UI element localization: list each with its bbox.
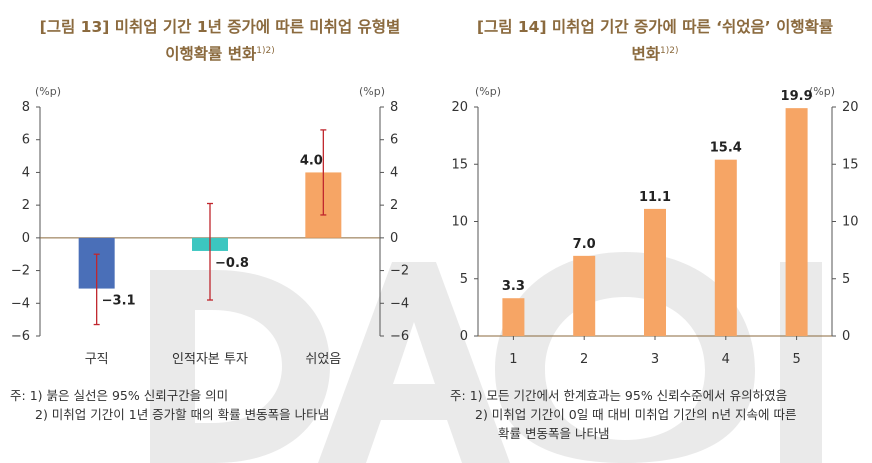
y-tick-label-left: 20 [451, 100, 468, 115]
data-label: −3.1 [102, 294, 136, 309]
y-tick-label-left: 8 [22, 100, 30, 115]
bar [502, 298, 525, 336]
y-tick-label-left: 0 [460, 329, 468, 344]
chart-13-note-1: 1) 붉은 실선은 95% 신뢰구간을 의미 [29, 388, 229, 403]
chart-14-note-1: 1) 모든 기간에서 한계효과는 95% 신뢰수준에서 유의하였음 [469, 388, 788, 403]
chart-14-title: [그림 14] 미취업 기간 증가에 따른 ‘쉬었음’ 이행확률 변화1)2) [445, 15, 865, 66]
data-label: 3.3 [502, 279, 525, 294]
y-unit-left: (%p) [475, 85, 501, 98]
y-tick-label-right: 15 [842, 157, 859, 172]
data-label: 4.0 [300, 153, 323, 168]
y-tick-label-left: 4 [22, 165, 30, 180]
y-tick-label-right: −4 [390, 296, 409, 311]
category-label: 쉬었음 [305, 352, 341, 367]
chart-13-title: [그림 13] 미취업 기간 1년 증가에 따른 미취업 유형별 이행확률 변화… [10, 15, 430, 66]
data-label: 11.1 [639, 190, 671, 205]
y-tick-label-right: 5 [842, 272, 850, 287]
category-label: 4 [722, 352, 730, 367]
y-tick-label-left: 15 [451, 157, 468, 172]
y-tick-label-left: −4 [11, 296, 30, 311]
chart-14-note-2: 2) 미취업 기간이 0일 때 대비 미취업 기간의 n년 지속에 따른 [475, 407, 797, 422]
chart-13-notes: 주: 1) 붉은 실선은 95% 신뢰구간을 의미 2) 미취업 기간이 1년 … [10, 386, 329, 424]
bar [714, 159, 737, 336]
chart-14-notes: 주: 1) 모든 기간에서 한계효과는 95% 신뢰수준에서 유의하였음 2) … [450, 386, 796, 443]
watermark-logo [150, 252, 822, 463]
chart-14: 0 0 5 5 10 10 15 15 20 20 (%p) (%p) 3.3 1 7.0 2 11.1 3 15.… [451, 85, 858, 367]
y-unit-right: (%p) [809, 85, 835, 98]
category-label: 2 [580, 352, 588, 367]
y-tick-label-right: 4 [390, 165, 398, 180]
chart-13-title-line2: 이행확률 변화 [165, 45, 257, 63]
data-label: −0.8 [215, 256, 249, 271]
category-label: 구직 [85, 352, 109, 367]
bar [644, 208, 666, 336]
y-tick-label-left: 6 [22, 133, 30, 148]
chart-13-notes-prefix: 주: [10, 388, 26, 403]
y-tick-label-left: −2 [11, 264, 30, 279]
category-label: 5 [792, 352, 800, 367]
chart-14-note-3: 확률 변동폭을 나타냄 [498, 426, 610, 441]
y-unit-left: (%p) [35, 85, 61, 98]
y-tick-label-right: 0 [390, 231, 398, 246]
chart-13-title-line2-wrap: 이행확률 변화1)2) [10, 39, 430, 66]
category-label: 인적자본 투자 [172, 352, 248, 367]
y-tick-label-right: 6 [390, 133, 398, 148]
y-unit-right: (%p) [359, 85, 385, 98]
chart-13-title-line1: [그림 13] 미취업 기간 1년 증가에 따른 미취업 유형별 [39, 18, 401, 36]
y-tick-label-left: 2 [22, 198, 30, 213]
y-tick-label-right: 8 [390, 100, 398, 115]
chart-13-title-sup: 1)2) [256, 46, 275, 56]
y-tick-label-right: −6 [390, 329, 409, 344]
y-tick-label-right: −2 [390, 264, 409, 279]
y-tick-label-right: 20 [842, 100, 859, 115]
chart-13: −6 −6 −4 −4 −2 −2 0 0 2 2 4 4 6 6 8 8 (%p) (%p) −3.1 구직 −0.8… [11, 85, 409, 367]
y-tick-label-right: 2 [390, 198, 398, 213]
chart-13-note-2: 2) 미취업 기간이 1년 증가할 때의 확률 변동폭을 나타냄 [35, 407, 330, 422]
data-label: 19.9 [781, 89, 813, 104]
y-tick-label-left: 5 [460, 272, 468, 287]
y-tick-label-left: 10 [451, 215, 468, 230]
bar [785, 108, 808, 337]
chart-14-title-sup: 1)2) [660, 46, 679, 56]
y-tick-label-left: 0 [22, 231, 30, 246]
category-label: 3 [651, 352, 659, 367]
bar [573, 255, 596, 336]
y-tick-label-left: −6 [11, 329, 30, 344]
chart-14-notes-prefix: 주: [450, 388, 466, 403]
chart-14-title-line2-wrap: 변화1)2) [445, 39, 865, 66]
data-label: 15.4 [710, 141, 742, 156]
y-tick-label-right: 0 [842, 329, 850, 344]
category-label: 1 [509, 352, 517, 367]
chart-14-title-line1: [그림 14] 미취업 기간 증가에 따른 ‘쉬었음’ 이행확률 [476, 18, 834, 36]
y-tick-label-right: 10 [842, 215, 859, 230]
data-label: 7.0 [573, 237, 596, 252]
chart-14-title-line2: 변화 [631, 45, 661, 63]
